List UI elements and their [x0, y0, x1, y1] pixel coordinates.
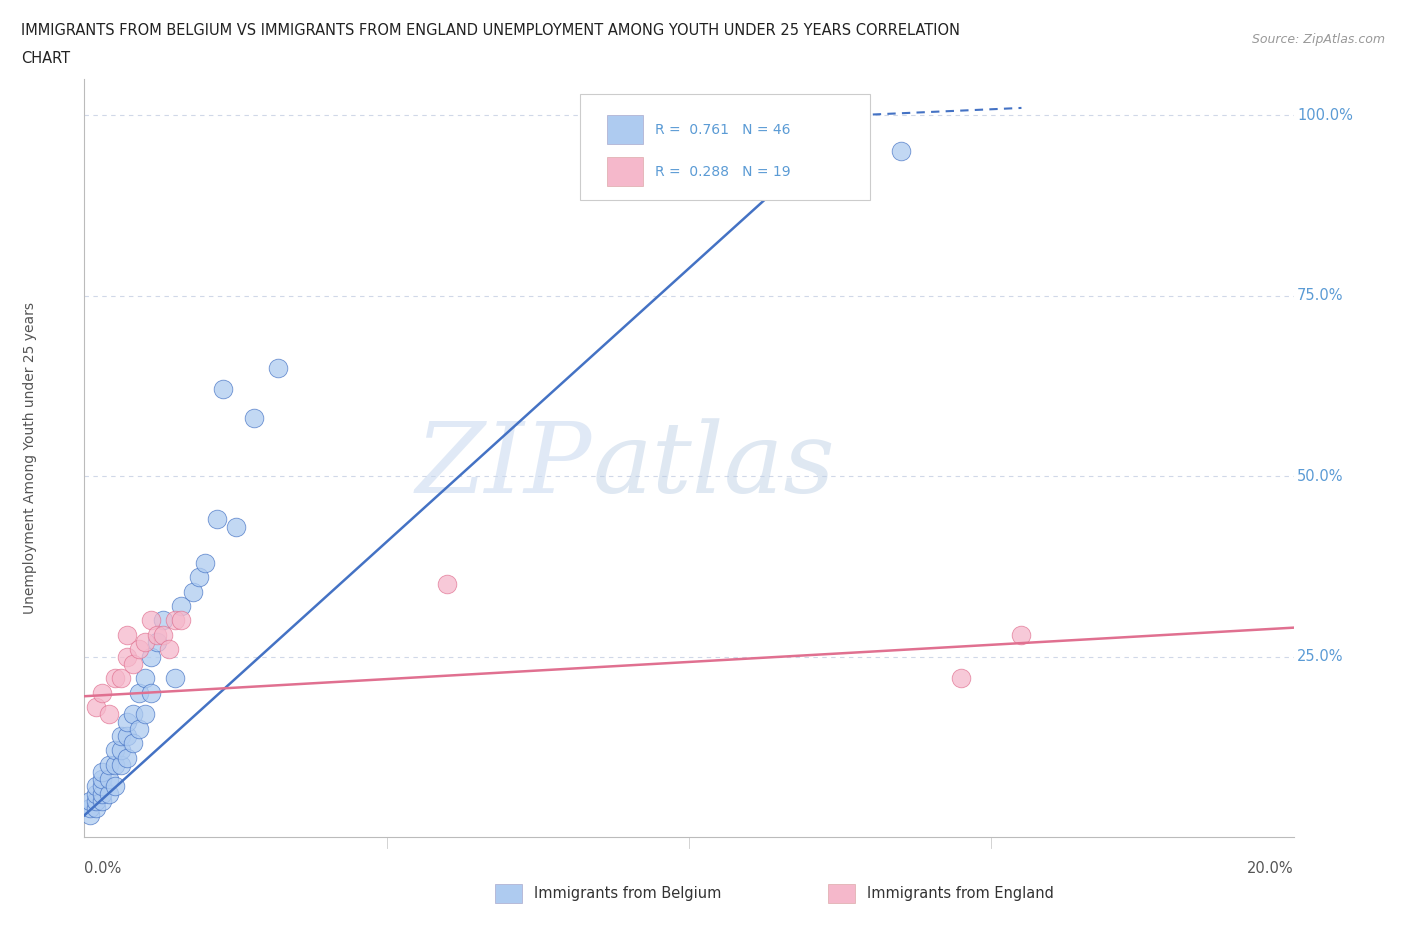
- Point: [152, 628, 174, 643]
- Point: [1010, 628, 1032, 643]
- Point: [97, 786, 120, 801]
- Point: [110, 757, 132, 772]
- Text: 75.0%: 75.0%: [1298, 288, 1344, 303]
- Point: [121, 707, 143, 722]
- Point: [139, 613, 162, 628]
- Point: [128, 722, 150, 737]
- Point: [212, 382, 235, 397]
- Point: [128, 642, 150, 657]
- Point: [104, 757, 127, 772]
- Point: [152, 613, 174, 628]
- FancyBboxPatch shape: [495, 884, 522, 903]
- Point: [115, 628, 138, 643]
- Point: [97, 707, 120, 722]
- Point: [188, 570, 211, 585]
- Text: Unemployment Among Youth under 25 years: Unemployment Among Youth under 25 years: [22, 302, 37, 614]
- Point: [110, 671, 132, 685]
- Point: [110, 728, 132, 743]
- Point: [91, 685, 114, 700]
- Text: R =  0.761   N = 46: R = 0.761 N = 46: [655, 123, 790, 137]
- Point: [170, 599, 193, 614]
- Point: [157, 642, 180, 657]
- Point: [163, 671, 186, 685]
- Point: [91, 772, 114, 787]
- Point: [242, 411, 264, 426]
- Text: 50.0%: 50.0%: [1298, 469, 1344, 484]
- Point: [950, 671, 973, 685]
- Point: [97, 772, 120, 787]
- Point: [115, 649, 138, 664]
- FancyBboxPatch shape: [581, 94, 870, 200]
- Point: [890, 144, 912, 159]
- FancyBboxPatch shape: [607, 115, 643, 144]
- Point: [194, 555, 217, 570]
- Text: atlas: atlas: [592, 418, 835, 513]
- Point: [115, 751, 138, 765]
- Point: [86, 793, 108, 808]
- FancyBboxPatch shape: [828, 884, 855, 903]
- Point: [170, 613, 193, 628]
- Text: 0.0%: 0.0%: [84, 861, 121, 876]
- Text: CHART: CHART: [21, 51, 70, 66]
- Point: [846, 122, 869, 137]
- Text: 100.0%: 100.0%: [1298, 108, 1353, 123]
- Point: [139, 685, 162, 700]
- Point: [139, 649, 162, 664]
- Point: [436, 577, 458, 591]
- Point: [146, 634, 169, 649]
- Point: [86, 801, 108, 816]
- Text: Source: ZipAtlas.com: Source: ZipAtlas.com: [1251, 33, 1385, 46]
- Point: [79, 801, 101, 816]
- Point: [91, 793, 114, 808]
- Point: [146, 628, 169, 643]
- Point: [91, 779, 114, 794]
- Point: [134, 671, 156, 685]
- Point: [115, 728, 138, 743]
- Point: [181, 584, 204, 599]
- Point: [86, 786, 108, 801]
- Point: [104, 671, 127, 685]
- Point: [163, 613, 186, 628]
- Text: 20.0%: 20.0%: [1247, 861, 1294, 876]
- Point: [104, 779, 127, 794]
- Point: [267, 360, 290, 375]
- Point: [91, 764, 114, 779]
- Point: [91, 786, 114, 801]
- Point: [128, 685, 150, 700]
- FancyBboxPatch shape: [607, 157, 643, 186]
- Text: Immigrants from Belgium: Immigrants from Belgium: [534, 886, 721, 901]
- Point: [86, 779, 108, 794]
- Point: [115, 714, 138, 729]
- Point: [225, 519, 247, 534]
- Point: [134, 634, 156, 649]
- Point: [121, 657, 143, 671]
- Text: ZIP: ZIP: [416, 418, 592, 513]
- Text: 25.0%: 25.0%: [1298, 649, 1344, 664]
- Point: [134, 707, 156, 722]
- Point: [110, 743, 132, 758]
- Text: IMMIGRANTS FROM BELGIUM VS IMMIGRANTS FROM ENGLAND UNEMPLOYMENT AMONG YOUTH UNDE: IMMIGRANTS FROM BELGIUM VS IMMIGRANTS FR…: [21, 23, 960, 38]
- Text: R =  0.288   N = 19: R = 0.288 N = 19: [655, 165, 790, 179]
- Text: Immigrants from England: Immigrants from England: [866, 886, 1053, 901]
- Point: [79, 793, 101, 808]
- Point: [97, 757, 120, 772]
- Point: [86, 699, 108, 714]
- Point: [104, 743, 127, 758]
- Point: [207, 512, 229, 526]
- Point: [121, 736, 143, 751]
- Point: [79, 808, 101, 823]
